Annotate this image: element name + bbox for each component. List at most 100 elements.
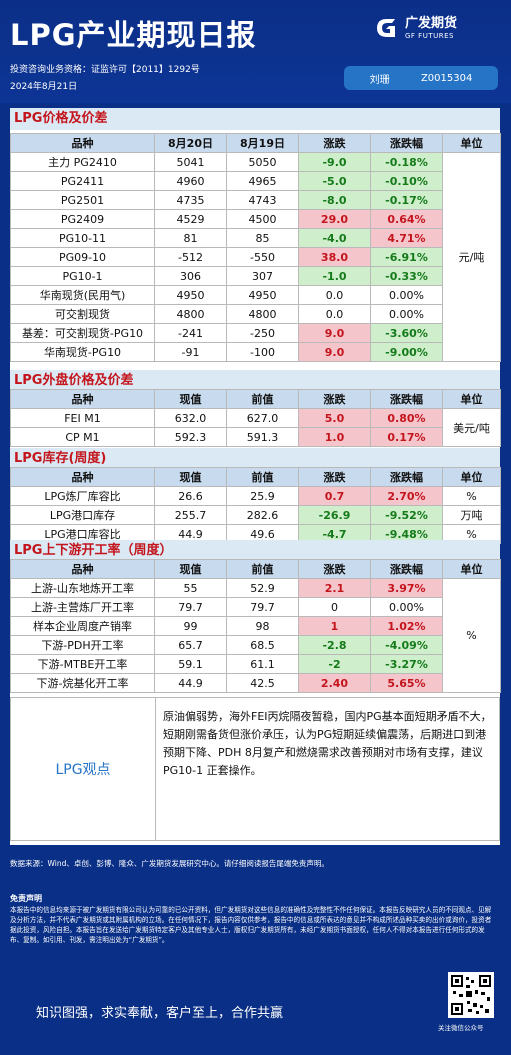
cell-v1: 55	[154, 578, 227, 598]
cell-pct: -9.52%	[370, 505, 443, 525]
column-header: 品种	[10, 559, 155, 579]
cell-chg: 2.1	[298, 578, 371, 598]
cell-chg: 5.0	[298, 408, 371, 428]
column-header: 涨跌幅	[370, 559, 443, 579]
cell-name: LPG港口库存	[10, 505, 155, 525]
column-header: 单位	[442, 133, 501, 153]
cell-pct: -9.48%	[370, 524, 443, 544]
column-header: 涨跌幅	[370, 389, 443, 409]
column-header: 前值	[226, 559, 299, 579]
table-row: FEI M1 632.0 627.0 5.0 0.80% 美元/吨	[10, 408, 501, 447]
cell-v1: 592.3	[154, 427, 227, 447]
cell-pct: 0.00%	[370, 597, 443, 617]
logo-name-en: GF FUTURES	[405, 31, 454, 40]
cell-pct: 0.17%	[370, 427, 443, 447]
table-row: LPG炼厂库容比 26.6 25.9 0.7 2.70%%	[10, 486, 501, 506]
cell-pct: 0.64%	[370, 209, 443, 229]
cell-pct: 3.97%	[370, 578, 443, 598]
column-header: 8月20日	[154, 133, 227, 153]
qr-code	[448, 972, 494, 1018]
cell-chg: 0.7	[298, 486, 371, 506]
cell-pct: 2.70%	[370, 486, 443, 506]
cell-v1: 99	[154, 616, 227, 636]
cell-v1: 4529	[154, 209, 227, 229]
cell-pct: -3.27%	[370, 654, 443, 674]
cell-name: 下游-PDH开工率	[10, 635, 155, 655]
cell-v1: 306	[154, 266, 227, 286]
report-title: LPG产业期现日报	[10, 18, 257, 52]
cell-v2: -550	[226, 247, 299, 267]
column-header: 现值	[154, 559, 227, 579]
cell-v1: 79.7	[154, 597, 227, 617]
cell-v2: 4950	[226, 285, 299, 305]
cell-v1: -91	[154, 342, 227, 362]
cell-name: PG10-1	[10, 266, 155, 286]
cell-v2: 5050	[226, 152, 299, 172]
table-header-row: 品种 现值 前值 涨跌 涨跌幅 单位	[10, 389, 501, 409]
cell-pct: 5.65%	[370, 673, 443, 693]
cell-v2: -250	[226, 323, 299, 343]
column-header: 涨跌	[298, 389, 371, 409]
cell-v2: 627.0	[226, 408, 299, 428]
cell-v2: 4965	[226, 171, 299, 191]
table-row: PG2501 4735 4743 -8.0 -0.17%	[10, 190, 501, 210]
column-header: 现值	[154, 389, 227, 409]
cell-chg: 38.0	[298, 247, 371, 267]
section-title-inventory: LPG库存(周度)	[10, 448, 500, 470]
table-row: PG10-11 81 85 -4.0 4.71%	[10, 228, 501, 248]
column-header: 单位	[442, 559, 501, 579]
cell-v2: 52.9	[226, 578, 299, 598]
analyst-name: 刘珊	[369, 74, 390, 86]
report-date: 2024年8月21日	[10, 82, 78, 92]
cell-name: 可交割现货	[10, 304, 155, 324]
cell-chg: -4.0	[298, 228, 371, 248]
cell-name: 上游-山东地炼开工率	[10, 578, 155, 598]
license-text: 投资咨询业务资格：证监许可【2011】1292号	[10, 65, 200, 75]
company-slogan: 知识图强，求实奉献，客户至上，合作共赢	[36, 1006, 284, 1021]
table-header-row: 品种 现值 前值 涨跌 涨跌幅 单位	[10, 559, 501, 579]
column-header: 品种	[10, 389, 155, 409]
cell-name: PG2409	[10, 209, 155, 229]
cell-chg: 9.0	[298, 342, 371, 362]
cell-name: 下游-烷基化开工率	[10, 673, 155, 693]
cell-v1: 65.7	[154, 635, 227, 655]
cell-v2: -100	[226, 342, 299, 362]
cell-pct: 0.00%	[370, 285, 443, 305]
gf-logo-icon	[373, 15, 399, 41]
cell-chg: 29.0	[298, 209, 371, 229]
cell-name: 上游-主营炼厂开工率	[10, 597, 155, 617]
cell-name: 主力 PG2410	[10, 152, 155, 172]
column-header: 涨跌幅	[370, 467, 443, 487]
cell-chg: 2.40	[298, 673, 371, 693]
column-header: 品种	[10, 467, 155, 487]
cell-chg: 0.0	[298, 285, 371, 305]
table-row: 华南现货(民用气) 4950 4950 0.0 0.00%	[10, 285, 501, 305]
column-header: 前值	[226, 467, 299, 487]
table-row: 下游-PDH开工率 65.7 68.5 -2.8 -4.09%	[10, 635, 501, 655]
price-table: 品种 8月20日 8月19日 涨跌 涨跌幅 单位 主力 PG2410 5041 5050 -9.0…	[10, 133, 501, 362]
lpg-view-box: LPG观点 原油偏弱势，海外FEI丙烷隔夜暂稳，国内PG基本面短期矛盾不大，短期…	[10, 697, 500, 841]
cell-v1: 632.0	[154, 408, 227, 428]
cell-v1: 4950	[154, 285, 227, 305]
cell-name: PG10-11	[10, 228, 155, 248]
cell-unit: 元/吨	[442, 152, 501, 362]
cell-chg: -2	[298, 654, 371, 674]
qr-label: 关注微信公众号	[438, 1024, 484, 1032]
column-header: 品种	[10, 133, 155, 153]
cell-name: 基差：可交割现货-PG10	[10, 323, 155, 343]
report-panel: LPG价格及价差 品种 8月20日 8月19日 涨跌 涨跌幅 单位 主力 PG2410 504…	[10, 108, 501, 845]
table-row: 华南现货-PG10 -91 -100 9.0 -9.00%	[10, 342, 501, 362]
section-title-operating: LPG上下游开工率（周度）	[10, 540, 500, 562]
cell-pct: 0.00%	[370, 304, 443, 324]
cell-v1: -241	[154, 323, 227, 343]
cell-unit: 万吨	[442, 505, 501, 525]
cell-unit: %	[442, 486, 501, 506]
cell-v1: 81	[154, 228, 227, 248]
cell-name: PG2501	[10, 190, 155, 210]
inventory-table: 品种 现值 前值 涨跌 涨跌幅 单位 LPG炼厂库容比 26.6 25.9 0.7 2.70%% LP…	[10, 467, 501, 544]
cell-name: 样本企业周度产销率	[10, 616, 155, 636]
cell-pct: -0.33%	[370, 266, 443, 286]
cell-chg: -26.9	[298, 505, 371, 525]
table-row: LPG港口库容比 44.9 49.6 -4.7 -9.48%%	[10, 524, 501, 544]
view-text: 原油偏弱势，海外FEI丙烷隔夜暂稳，国内PG基本面短期矛盾不大，短期刚需备货但涨…	[163, 710, 492, 777]
